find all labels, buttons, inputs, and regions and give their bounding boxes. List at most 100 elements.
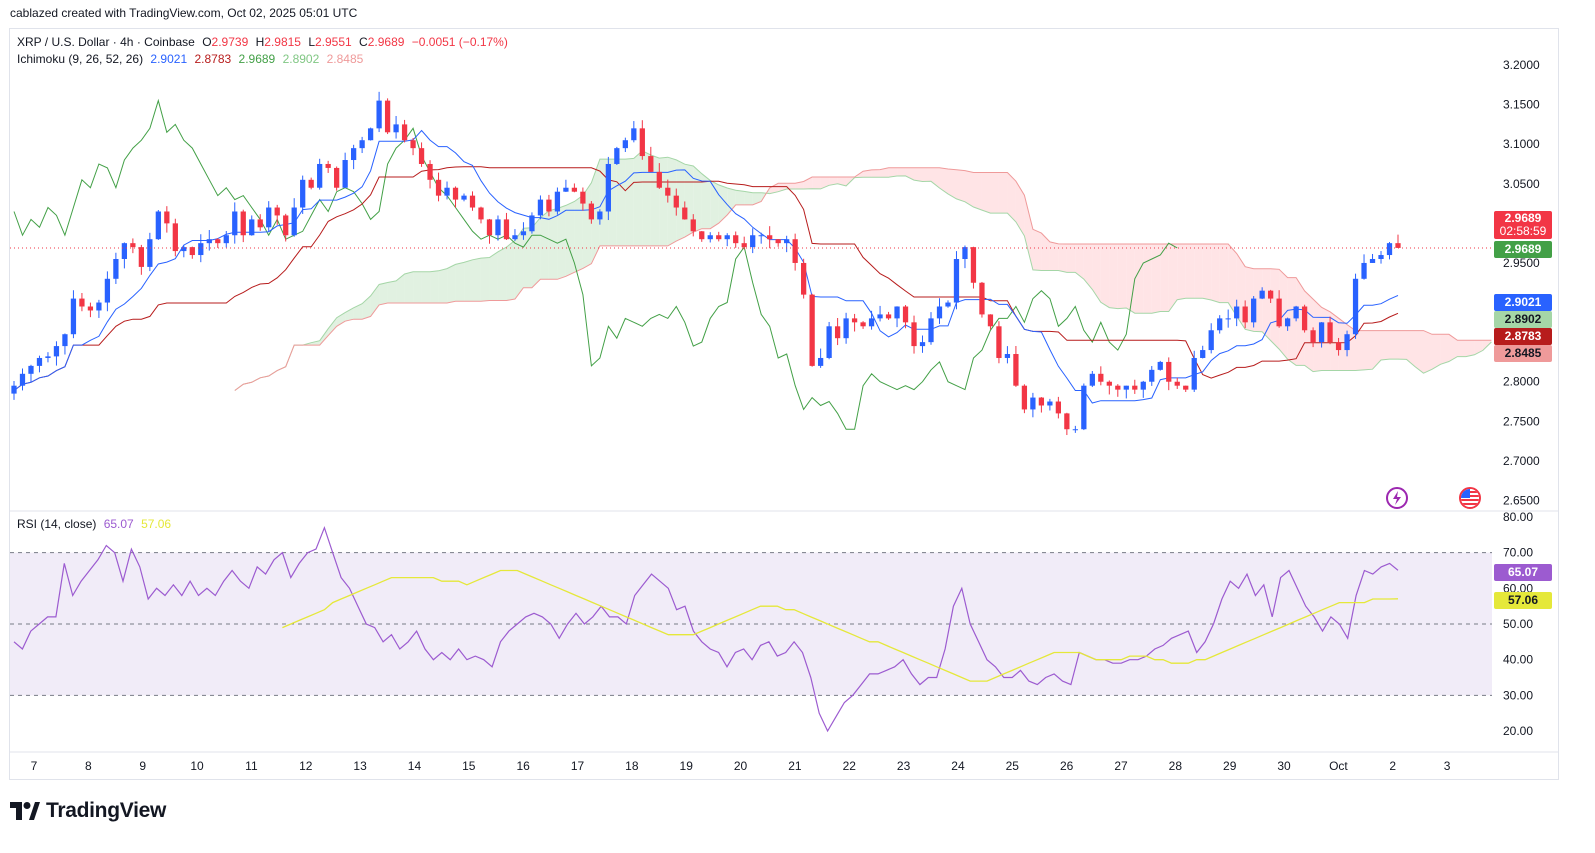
candle-body (503, 219, 510, 240)
ichimoku-cloud-segment (642, 150, 651, 246)
candle-body (868, 318, 875, 327)
time-axis-tick: 14 (408, 759, 422, 773)
ichimoku-cloud-segment (1092, 244, 1101, 303)
candle-body (291, 207, 297, 236)
time-axis-tick: 10 (190, 759, 204, 773)
candle-body (155, 211, 161, 240)
ichimoku-cloud-segment (362, 295, 371, 320)
candle-body (249, 219, 255, 236)
candle-body (198, 243, 204, 256)
rsi-ma-line (282, 569, 1399, 682)
ichimoku-cloud-segment (1100, 244, 1110, 308)
candle-body (1251, 298, 1257, 323)
candle-body (36, 357, 43, 366)
candle-body (189, 247, 195, 256)
candle-body (622, 140, 628, 149)
candle-body (1004, 354, 1011, 358)
ichimoku-cloud-segment (701, 173, 711, 229)
span-b-tag: 2.8485 (1494, 345, 1552, 362)
candle-body (486, 219, 493, 236)
ichimoku-cloud-segment (1117, 244, 1127, 309)
tradingview-logo: TradingView (10, 798, 166, 824)
candle-body (1301, 306, 1308, 331)
candle-body (444, 187, 450, 196)
candle-body (648, 156, 654, 172)
ichimoku-cloud-segment (353, 303, 363, 320)
candle-body (537, 199, 544, 216)
rsi-name[interactable]: RSI (14, close) (17, 517, 97, 531)
candle-body (614, 148, 620, 164)
candle-body (1123, 385, 1129, 390)
candle-body (367, 128, 374, 141)
ichimoku-cloud-segment (956, 169, 965, 202)
ichimoku-cloud-segment (396, 274, 405, 304)
price-axis-tick: 2.7500 (1503, 414, 1540, 428)
time-axis-tick: 11 (245, 759, 258, 773)
candle-body (860, 322, 866, 327)
candle-body (257, 219, 263, 228)
ichimoku-cloud-segment (1015, 181, 1025, 236)
candle-body (885, 314, 892, 319)
candle-body (631, 128, 637, 141)
time-axis-tick: Oct (1329, 759, 1348, 773)
candle-body (1200, 350, 1206, 358)
time-axis-tick: 8 (85, 759, 92, 773)
candle-body (1038, 397, 1045, 406)
ichimoku-cloud-segment (710, 180, 719, 229)
us-flag-icon[interactable] (1459, 487, 1481, 509)
rsi-axis-tick: 30.00 (1503, 688, 1533, 702)
ichimoku-cloud-segment (1431, 334, 1441, 370)
ichimoku-cloud-segment (1457, 340, 1466, 357)
time-axis-tick: 9 (139, 759, 146, 773)
time-axis-tick: 30 (1277, 759, 1291, 773)
close-label: C (359, 35, 368, 49)
ichimoku-cloud-segment (1177, 244, 1186, 300)
candle-body (673, 195, 679, 208)
candle-body (1089, 373, 1095, 386)
symbol-title[interactable]: XRP / U.S. Dollar · 4h · Coinbase (17, 35, 195, 49)
candle-body (495, 219, 501, 236)
ichimoku-cloud-segment (1372, 330, 1382, 370)
base-line-tag: 2.8783 (1494, 328, 1552, 345)
candle-body (775, 239, 781, 244)
rsi-axis-tick: 60.00 (1503, 581, 1533, 595)
ichimoku-cloud-segment (413, 271, 422, 304)
ichimoku-cloud-segment (786, 183, 796, 190)
ichimoku-cloud-segment (922, 167, 932, 182)
rsi-axis-tick: 70.00 (1503, 546, 1533, 560)
candle-body (469, 195, 476, 208)
ichimoku-cloud-segment (667, 157, 677, 246)
candle-body (45, 356, 51, 358)
ichimoku-cloud-segment (1075, 244, 1084, 280)
time-axis-tick: 12 (299, 759, 313, 773)
candle-body (53, 346, 60, 357)
time-axis-tick: 2 (1389, 759, 1396, 773)
ichimoku-cloud-segment (565, 201, 575, 277)
candle-body (699, 231, 705, 240)
candle-body (1318, 322, 1325, 343)
candle-body (206, 239, 212, 244)
ichimoku-name[interactable]: Ichimoku (9, 26, 52, 26) (17, 52, 144, 66)
time-axis-tick: 15 (462, 759, 476, 773)
rsi-ma-legend-value: 57.06 (141, 517, 172, 531)
candle-body (1149, 369, 1155, 382)
candle-body (571, 187, 578, 192)
ichimoku-cloud-segment (1185, 244, 1195, 299)
ichimoku-cloud-segment (803, 176, 813, 190)
lightning-icon[interactable] (1386, 487, 1408, 509)
candle-body (563, 187, 569, 192)
ichimoku-cloud-segment (1126, 244, 1135, 314)
price-axis-tick: 3.0500 (1503, 177, 1540, 191)
candle-body (690, 219, 696, 232)
candle-body (902, 306, 909, 323)
candle-body (1021, 385, 1028, 410)
ichimoku-cloud-segment (973, 172, 982, 211)
candle-body (19, 373, 26, 386)
candle-body (588, 203, 595, 220)
rsi-axis-tick: 20.00 (1503, 724, 1533, 738)
candle-body (801, 262, 807, 295)
candle-body (1217, 318, 1223, 331)
ichimoku-cloud-segment (1228, 244, 1237, 317)
candle-body (877, 314, 883, 319)
